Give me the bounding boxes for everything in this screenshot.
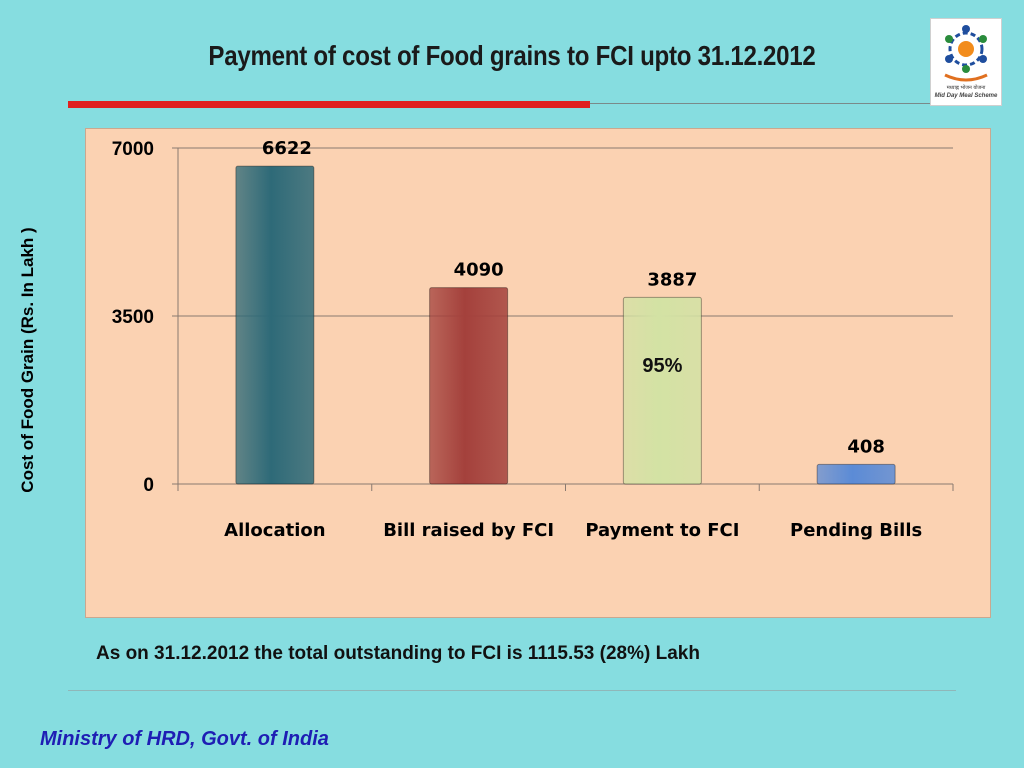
x-tick-label: Allocation bbox=[224, 520, 325, 541]
data-label: 6622 bbox=[262, 138, 312, 159]
outstanding-note: As on 31.12.2012 the total outstanding t… bbox=[96, 643, 700, 664]
title-underline-red bbox=[68, 101, 590, 108]
data-label: 408 bbox=[847, 436, 885, 457]
x-tick-label: Pending Bills bbox=[790, 520, 922, 541]
y-tick-label: 7000 bbox=[112, 139, 154, 160]
bottom-divider bbox=[68, 690, 956, 691]
logo-caption-hindi: मध्याह्न भोजन योजना bbox=[946, 85, 986, 91]
x-tick-label: Bill raised by FCI bbox=[383, 520, 554, 541]
logo-caption-english: Mid Day Meal Scheme bbox=[934, 93, 998, 99]
bar-payment-to-fci bbox=[622, 296, 702, 485]
footer-ministry: Ministry of HRD, Govt. of India bbox=[40, 728, 329, 750]
logo-emblem-icon bbox=[944, 25, 988, 82]
y-tick-label: 0 bbox=[143, 475, 154, 496]
title-underline-gray bbox=[590, 103, 930, 104]
y-tick-label: 3500 bbox=[112, 307, 154, 328]
bar-bill-raised-by-fci bbox=[429, 287, 509, 485]
bar-pending-bills bbox=[816, 463, 896, 485]
labels: 0 3500 7000 6622 Allocation 4090 Bill raised b… bbox=[112, 138, 923, 541]
bar-allocation bbox=[235, 165, 315, 485]
data-label: 3887 bbox=[647, 269, 697, 290]
bars bbox=[235, 165, 896, 485]
slide-title: Payment of cost of Food grains to FCI up… bbox=[208, 40, 816, 71]
mid-day-meal-logo: मध्याह्न भोजन योजना Mid Day Meal Scheme bbox=[930, 18, 1002, 106]
data-label: 4090 bbox=[454, 260, 504, 281]
bar-annotation: 95% bbox=[642, 355, 682, 377]
x-tick-label: Payment to FCI bbox=[585, 520, 739, 541]
